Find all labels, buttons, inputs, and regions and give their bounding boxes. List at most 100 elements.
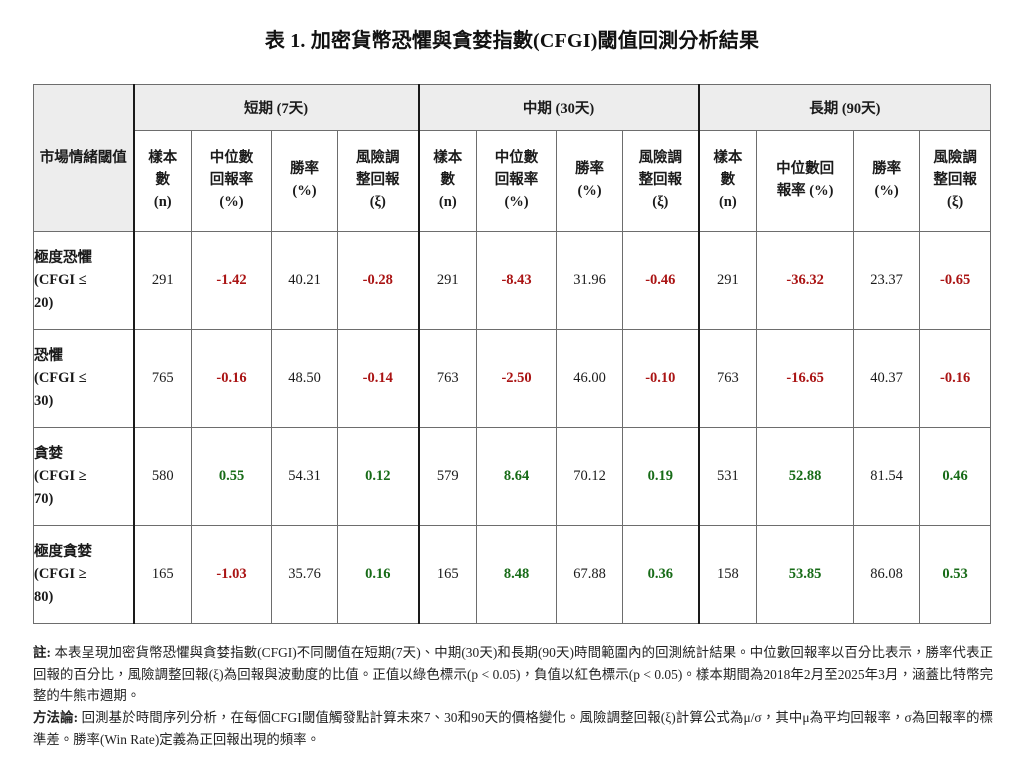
cell-value: 86.08 xyxy=(853,525,921,624)
hdr-line: 整回報 xyxy=(638,172,683,189)
hdr-line: 整回報 xyxy=(356,172,400,189)
table-row: 貪婪 (CFGI ≥ 70) 580 0.55 54.31 0.12 579 8.64 70.12… xyxy=(33,427,992,526)
cell-neg-value: -36.32 xyxy=(756,231,855,330)
row-label-line: 極度恐懼 xyxy=(34,249,92,266)
cell-pos-value: 0.16 xyxy=(336,525,420,624)
hdr-line: 風險調 xyxy=(933,150,977,167)
hdr-line: (n) xyxy=(718,193,737,210)
note-body-text: 本表呈現加密貨幣恐懼與貪婪指數(CFGI)不同閾值在短期(7天)、中期(30天)… xyxy=(33,645,993,704)
cell-pos-value: 0.55 xyxy=(191,427,272,526)
row-label-line: 20) xyxy=(34,294,54,311)
hdr-line: (%) xyxy=(504,193,529,210)
hdr-line: (n) xyxy=(153,193,172,210)
cell-neg-value: -0.10 xyxy=(622,329,700,428)
cell-pos-value: 0.19 xyxy=(622,427,700,526)
hdr-line: (ξ) xyxy=(652,193,669,210)
hdr-line: 數 xyxy=(720,172,736,189)
cell-neg-value: -0.16 xyxy=(919,329,992,428)
methodology-lead-label: 方法論: xyxy=(33,710,79,726)
cell-pos-value: 53.85 xyxy=(756,525,855,624)
hdr-line: 回報率 xyxy=(209,172,254,189)
hdr-line: 回報率 xyxy=(494,172,539,189)
hdr-line: 整回報 xyxy=(933,172,977,189)
cell-pos-value: 8.64 xyxy=(476,427,558,526)
col-header-long-win-rate: 勝率 (%) xyxy=(853,130,921,232)
row-label-line: (CFGI ≥ xyxy=(34,468,87,485)
hdr-line: (%) xyxy=(219,193,244,210)
col-header-short-win-rate: 勝率 (%) xyxy=(271,130,338,232)
cell-value: 765 xyxy=(132,329,192,428)
col-header-mid-median-return: 中位數 回報率 (%) xyxy=(476,130,558,232)
row-label-sentiment-threshold: 貪婪 (CFGI ≥ 70) xyxy=(33,427,134,526)
note-lead-label: 註: xyxy=(33,645,51,660)
col-header-mid-risk-adjusted-return: 風險調 整回報 (ξ) xyxy=(622,130,700,232)
cell-neg-value: -1.42 xyxy=(191,231,272,330)
hdr-line: (ξ) xyxy=(947,193,964,210)
cell-pos-value: 0.46 xyxy=(919,427,992,526)
table-notes: 註: 本表呈現加密貨幣恐懼與貪婪指數(CFGI)不同閾值在短期(7天)、中期(3… xyxy=(33,642,993,751)
cell-neg-value: -8.43 xyxy=(476,231,558,330)
cell-value: 291 xyxy=(697,231,758,330)
col-header-long-risk-adjusted-return: 風險調 整回報 (ξ) xyxy=(919,130,992,232)
row-label-sentiment-threshold: 極度貪婪 (CFGI ≥ 80) xyxy=(33,525,134,624)
note-paragraph: 註: 本表呈現加密貨幣恐懼與貪婪指數(CFGI)不同閾值在短期(7天)、中期(3… xyxy=(33,642,993,707)
corner-header-line-1: 市場情緒閾值 xyxy=(39,149,127,166)
cell-value: 48.50 xyxy=(271,329,338,428)
table-row: 恐懼 (CFGI ≤30) 765 -0.16 48.50 -0.14 763 -2.50 46… xyxy=(33,329,992,428)
methodology-body-text: 回測基於時間序列分析，在每個CFGI閾值觸發點計算未來7、30和90天的價格變化… xyxy=(33,710,993,747)
table-row: 極度貪婪 (CFGI ≥80) 165 -1.03 35.76 0.16 165 8.48 67… xyxy=(33,525,992,624)
cell-neg-value: -1.03 xyxy=(191,525,272,624)
cell-value: 763 xyxy=(697,329,758,428)
cell-value: 291 xyxy=(132,231,192,330)
cell-value: 70.12 xyxy=(556,427,624,526)
group-header-short-term: 短期 (7天) xyxy=(132,84,420,131)
cell-pos-value: 0.36 xyxy=(622,525,700,624)
cell-neg-value: -0.28 xyxy=(336,231,420,330)
col-header-short-sample-size: 樣本 數 (n) xyxy=(132,130,192,232)
hdr-line: 中位數 xyxy=(494,150,539,167)
cell-pos-value: 0.12 xyxy=(336,427,420,526)
table-container: 市場情緒閾值 短期 (7天) 中期 (30天) 長期 (90天) 樣本 數 (n… xyxy=(33,84,992,624)
hdr-line: (n) xyxy=(438,193,457,210)
cell-value: 291 xyxy=(417,231,478,330)
hdr-line: 樣本 xyxy=(148,150,178,167)
hdr-line: 勝率 xyxy=(290,161,319,178)
col-header-long-median-return: 中位數回 報率 (%) xyxy=(756,130,855,232)
hdr-line: 樣本 xyxy=(433,150,463,167)
hdr-line: 風險調 xyxy=(356,150,400,167)
group-header-mid-term: 中期 (30天) xyxy=(417,84,700,131)
cell-value: 40.21 xyxy=(271,231,338,330)
cell-pos-value: 8.48 xyxy=(476,525,558,624)
hdr-line: 勝率 xyxy=(872,161,902,178)
cell-value: 81.54 xyxy=(853,427,921,526)
cell-value: 165 xyxy=(132,525,192,624)
hdr-line: 樣本 xyxy=(713,150,743,167)
hdr-line: 報率 (%) xyxy=(776,183,834,199)
col-header-short-risk-adjusted-return: 風險調 整回報 (ξ) xyxy=(336,130,420,232)
cell-value: 40.37 xyxy=(853,329,921,428)
cell-pos-value: 52.88 xyxy=(756,427,855,526)
cell-value: 158 xyxy=(697,525,758,624)
row-label-line: (CFGI ≤ xyxy=(34,370,87,387)
cell-neg-value: -0.14 xyxy=(336,329,420,428)
cell-value: 165 xyxy=(417,525,478,624)
row-label-line: 70) xyxy=(34,490,54,507)
col-header-mid-sample-size: 樣本 數 (n) xyxy=(417,130,478,232)
row-label-line: (CFGI ≤ xyxy=(34,272,87,289)
hdr-line: 數 xyxy=(155,172,171,189)
hdr-line: 勝率 xyxy=(575,161,605,178)
hdr-line: (%) xyxy=(874,183,899,199)
cell-value: 23.37 xyxy=(853,231,921,330)
cell-neg-value: -0.65 xyxy=(919,231,992,330)
col-header-mid-win-rate: 勝率 (%) xyxy=(556,130,624,232)
hdr-line: 數 xyxy=(440,172,456,189)
row-label-line: 30) xyxy=(34,392,54,409)
cell-value: 763 xyxy=(417,329,478,428)
cell-value: 580 xyxy=(132,427,192,526)
cell-neg-value: -16.65 xyxy=(756,329,855,428)
table-header: 市場情緒閾值 短期 (7天) 中期 (30天) 長期 (90天) 樣本 數 (n… xyxy=(33,84,992,232)
hdr-line: 中位數回 xyxy=(776,161,835,178)
row-label-line: 極度貪婪 xyxy=(34,543,92,560)
cell-neg-value: -2.50 xyxy=(476,329,558,428)
